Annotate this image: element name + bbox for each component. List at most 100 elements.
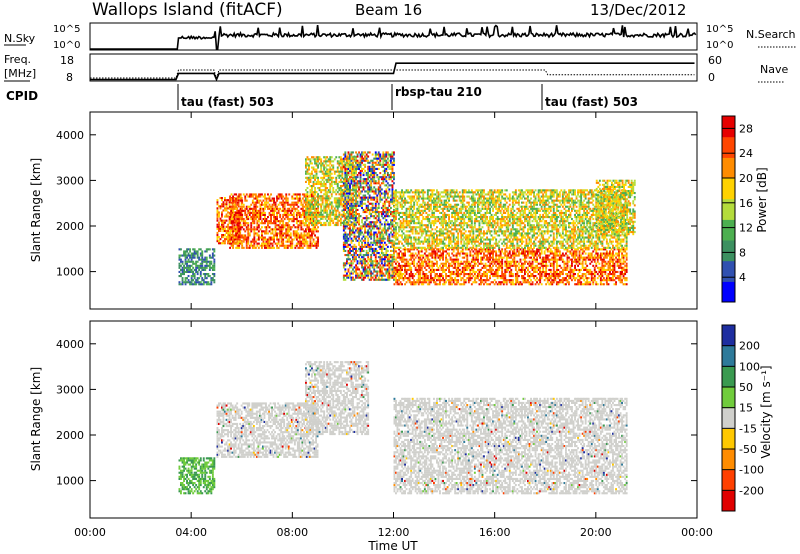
power-echo-cell bbox=[338, 174, 341, 177]
power-echo-cell bbox=[442, 277, 444, 280]
power-echo-cell bbox=[346, 260, 348, 263]
power-echo-cell bbox=[350, 208, 353, 211]
power-echo-cell bbox=[429, 277, 432, 280]
power-echo-cell bbox=[227, 240, 229, 243]
power-echo-cell bbox=[315, 213, 318, 216]
power-echo-cell bbox=[286, 234, 289, 237]
power-echo-cell bbox=[368, 245, 371, 248]
power-echo-cell bbox=[344, 194, 347, 197]
power-echo-cell bbox=[555, 252, 558, 255]
power-echo-cell bbox=[315, 195, 318, 198]
power-echo-cell bbox=[416, 281, 419, 284]
power-echo-cell bbox=[464, 260, 467, 263]
power-echo-cell bbox=[227, 229, 229, 232]
power-echo-cell bbox=[253, 209, 256, 212]
power-echo-cell bbox=[513, 262, 516, 265]
power-echo-cell bbox=[312, 185, 315, 188]
power-echo-cell bbox=[355, 247, 357, 250]
power-echo-cell bbox=[324, 211, 327, 214]
power-echo-cell bbox=[329, 166, 332, 169]
power-echo-cell bbox=[315, 242, 318, 245]
power-echo-cell bbox=[311, 170, 313, 173]
power-echo-cell bbox=[297, 209, 300, 212]
power-echo-cell bbox=[314, 221, 316, 224]
power-echo-cell bbox=[371, 227, 374, 230]
power-echo-cell bbox=[292, 211, 295, 214]
power-echo-cell bbox=[264, 246, 266, 249]
power-echo-cell bbox=[496, 260, 499, 263]
power-echo-cell bbox=[377, 211, 380, 214]
power-echo-cell bbox=[388, 178, 391, 181]
power-echo-cell bbox=[250, 211, 253, 214]
power-echo-cell bbox=[221, 215, 223, 218]
power-echo-cell bbox=[376, 262, 379, 265]
power-echo-cell bbox=[539, 266, 542, 269]
power-echo-cell bbox=[186, 260, 188, 263]
power-echo-cell bbox=[433, 262, 435, 265]
power-echo-cell bbox=[385, 206, 388, 209]
power-echo-cell bbox=[561, 252, 564, 255]
power-echo-cell bbox=[187, 275, 190, 278]
power-echo-cell bbox=[408, 254, 411, 257]
power-echo-cell bbox=[308, 224, 310, 227]
power-echo-cell bbox=[344, 221, 347, 224]
power-echo-cell bbox=[493, 273, 496, 276]
power-echo-cell bbox=[519, 248, 522, 251]
power-echo-cell bbox=[235, 211, 238, 214]
power-echo-cell bbox=[241, 236, 244, 239]
power-echo-cell bbox=[511, 260, 514, 263]
power-echo-cell bbox=[230, 236, 233, 239]
power-echo-cell bbox=[355, 159, 357, 162]
power-echo-cell bbox=[231, 236, 234, 239]
power-echo-cell bbox=[356, 194, 359, 197]
power-echo-cell bbox=[377, 190, 380, 193]
power-echo-cell bbox=[419, 256, 422, 259]
power-echo-cell bbox=[350, 159, 353, 162]
power-echo-cell bbox=[533, 256, 535, 259]
power-echo-cell bbox=[388, 223, 391, 226]
noise-left-tick-top: 10^5 bbox=[53, 24, 80, 35]
power-echo-cell bbox=[311, 172, 313, 175]
power-echo-cell bbox=[410, 262, 413, 265]
power-echo-cell bbox=[227, 227, 229, 230]
power-echo-cell bbox=[201, 279, 204, 282]
power-echo-cell bbox=[318, 187, 321, 190]
power-echo-cell bbox=[531, 283, 534, 286]
power-echo-cell bbox=[227, 234, 229, 237]
power-echo-cell bbox=[391, 221, 394, 224]
power-echo-cell bbox=[259, 213, 262, 216]
power-echo-cell bbox=[510, 268, 513, 271]
power-echo-cell bbox=[344, 213, 347, 216]
power-echo-cell bbox=[404, 248, 406, 251]
power-echo-cell bbox=[261, 232, 263, 235]
power-echo-cell bbox=[339, 160, 342, 163]
power-echo-cell bbox=[383, 176, 386, 179]
power-echo-cell bbox=[344, 241, 347, 244]
power-echo-cell bbox=[288, 224, 291, 227]
power-echo-cell bbox=[419, 275, 422, 278]
power-echo-cell bbox=[391, 151, 394, 154]
power-echo-cell bbox=[344, 176, 347, 179]
power-echo-cell bbox=[353, 252, 356, 255]
power-echo-cell bbox=[309, 160, 312, 163]
power-echo-cell bbox=[388, 159, 391, 162]
power-echo-cell bbox=[524, 258, 526, 261]
power-echo-cell bbox=[312, 168, 315, 171]
power-echo-cell bbox=[425, 256, 428, 259]
power-echo-cell bbox=[386, 192, 389, 195]
power-echo-cell bbox=[326, 191, 329, 194]
power-echo-cell bbox=[229, 232, 231, 235]
power-echo-cell bbox=[346, 206, 348, 209]
power-echo-cell bbox=[472, 254, 475, 257]
power-echo-cell bbox=[557, 275, 560, 278]
power-echo-cell bbox=[356, 217, 359, 220]
power-echo-cell bbox=[285, 224, 288, 227]
power-echo-cell bbox=[338, 197, 341, 200]
power-echo-cell bbox=[356, 159, 359, 162]
power-echo-cell bbox=[477, 252, 479, 255]
power-echo-cell bbox=[347, 276, 350, 279]
power-echo-cell bbox=[540, 273, 543, 276]
power-echo-cell bbox=[338, 201, 341, 204]
power-echo-cell bbox=[268, 205, 271, 208]
power-echo-cell bbox=[362, 178, 365, 181]
